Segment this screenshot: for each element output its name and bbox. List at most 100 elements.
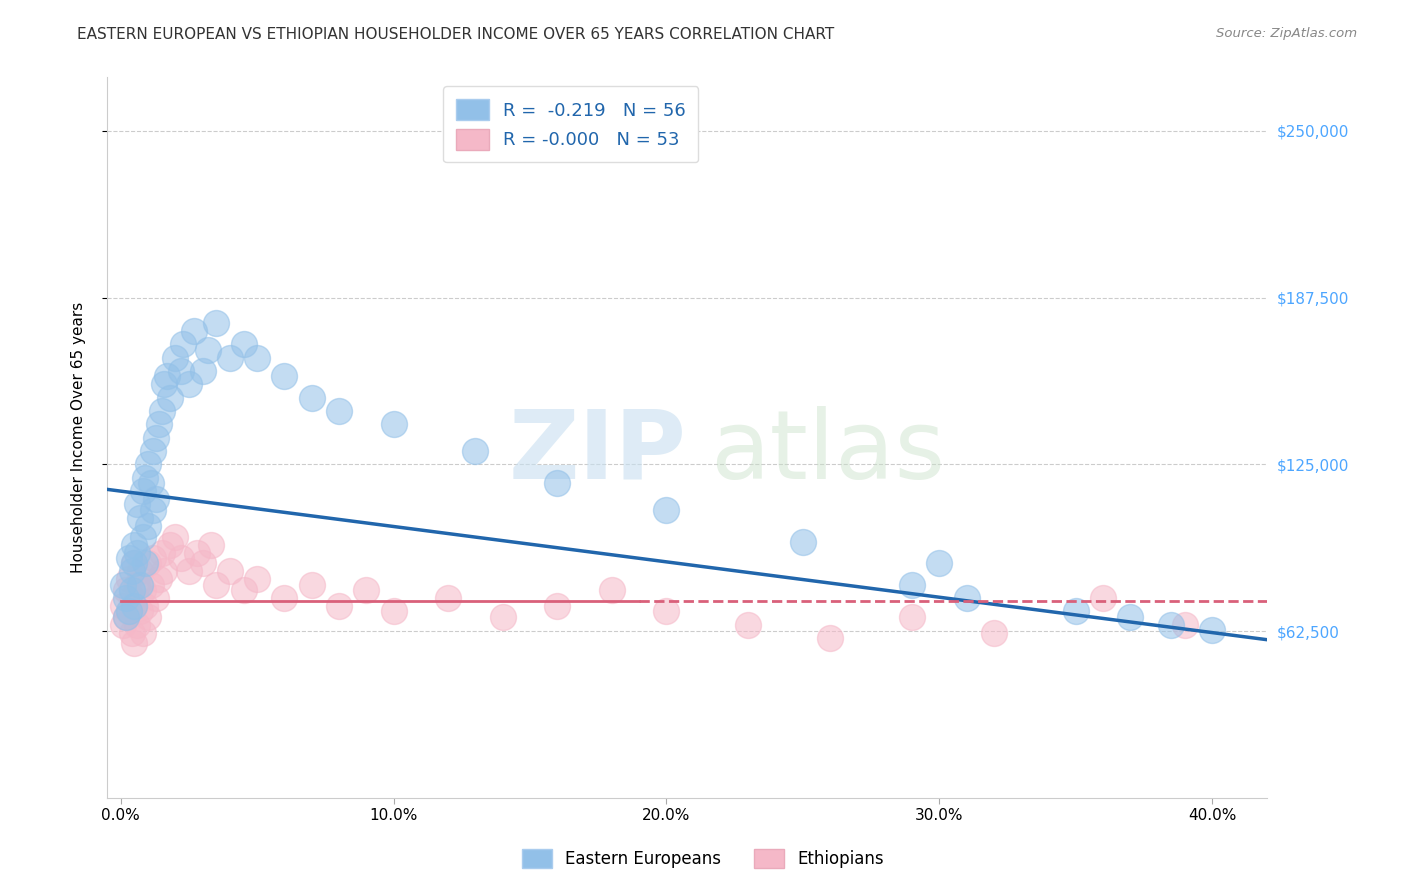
Point xyxy=(112,599,135,613)
Point xyxy=(150,404,173,418)
Point xyxy=(464,444,486,458)
Point xyxy=(139,476,162,491)
Point xyxy=(124,599,146,613)
Point xyxy=(165,529,187,543)
Point xyxy=(177,377,200,392)
Point xyxy=(328,404,350,418)
Point xyxy=(127,577,149,591)
Point xyxy=(655,503,678,517)
Point xyxy=(901,577,924,591)
Point xyxy=(165,351,187,365)
Point xyxy=(382,417,405,432)
Point xyxy=(792,534,814,549)
Point xyxy=(145,591,167,605)
Point xyxy=(134,556,156,570)
Text: Source: ZipAtlas.com: Source: ZipAtlas.com xyxy=(1216,27,1357,40)
Point xyxy=(127,545,149,559)
Point xyxy=(136,458,159,472)
Point xyxy=(131,625,153,640)
Point xyxy=(124,556,146,570)
Point xyxy=(118,604,141,618)
Point xyxy=(197,343,219,357)
Point xyxy=(142,444,165,458)
Point xyxy=(148,572,170,586)
Point xyxy=(301,577,323,591)
Point xyxy=(139,577,162,591)
Point xyxy=(142,503,165,517)
Point xyxy=(128,577,150,591)
Point xyxy=(901,609,924,624)
Point xyxy=(437,591,460,605)
Y-axis label: Householder Income Over 65 years: Householder Income Over 65 years xyxy=(72,302,86,574)
Point xyxy=(1064,604,1087,618)
Point xyxy=(170,550,193,565)
Point xyxy=(124,599,146,613)
Point xyxy=(273,591,295,605)
Point xyxy=(159,537,181,551)
Point xyxy=(273,369,295,384)
Point xyxy=(1174,617,1197,632)
Point xyxy=(121,564,143,578)
Point xyxy=(205,316,228,330)
Point xyxy=(218,564,240,578)
Point xyxy=(124,537,146,551)
Point xyxy=(124,556,146,570)
Point xyxy=(115,582,138,597)
Point xyxy=(928,556,950,570)
Point xyxy=(115,609,138,624)
Point xyxy=(127,498,149,512)
Point xyxy=(153,377,176,392)
Point xyxy=(328,599,350,613)
Point xyxy=(148,417,170,432)
Point xyxy=(818,631,841,645)
Point xyxy=(145,431,167,445)
Point xyxy=(115,591,138,605)
Point xyxy=(121,582,143,597)
Legend: R =  -0.219   N = 56, R = -0.000   N = 53: R = -0.219 N = 56, R = -0.000 N = 53 xyxy=(443,87,699,162)
Point xyxy=(218,351,240,365)
Point xyxy=(246,572,269,586)
Point xyxy=(142,550,165,565)
Point xyxy=(128,564,150,578)
Point xyxy=(191,556,214,570)
Point xyxy=(159,391,181,405)
Point xyxy=(118,572,141,586)
Point xyxy=(118,604,141,618)
Point xyxy=(136,609,159,624)
Point xyxy=(1119,609,1142,624)
Point xyxy=(134,599,156,613)
Point xyxy=(546,599,568,613)
Point xyxy=(136,556,159,570)
Legend: Eastern Europeans, Ethiopians: Eastern Europeans, Ethiopians xyxy=(515,842,891,875)
Point xyxy=(301,391,323,405)
Point xyxy=(112,577,135,591)
Point xyxy=(232,582,254,597)
Point xyxy=(153,564,176,578)
Point xyxy=(955,591,977,605)
Point xyxy=(112,617,135,632)
Point xyxy=(983,625,1005,640)
Point xyxy=(121,591,143,605)
Point xyxy=(246,351,269,365)
Point xyxy=(172,337,194,351)
Point xyxy=(128,604,150,618)
Point xyxy=(1092,591,1115,605)
Point xyxy=(382,604,405,618)
Point xyxy=(131,582,153,597)
Point xyxy=(200,537,222,551)
Point xyxy=(134,471,156,485)
Point xyxy=(127,617,149,632)
Point xyxy=(131,484,153,499)
Text: atlas: atlas xyxy=(710,406,945,499)
Point xyxy=(124,636,146,650)
Point xyxy=(170,364,193,378)
Point xyxy=(191,364,214,378)
Point xyxy=(737,617,759,632)
Point xyxy=(546,476,568,491)
Point xyxy=(177,564,200,578)
Point xyxy=(1201,623,1223,637)
Point xyxy=(145,492,167,507)
Text: ZIP: ZIP xyxy=(509,406,688,499)
Point xyxy=(205,577,228,591)
Point xyxy=(156,369,179,384)
